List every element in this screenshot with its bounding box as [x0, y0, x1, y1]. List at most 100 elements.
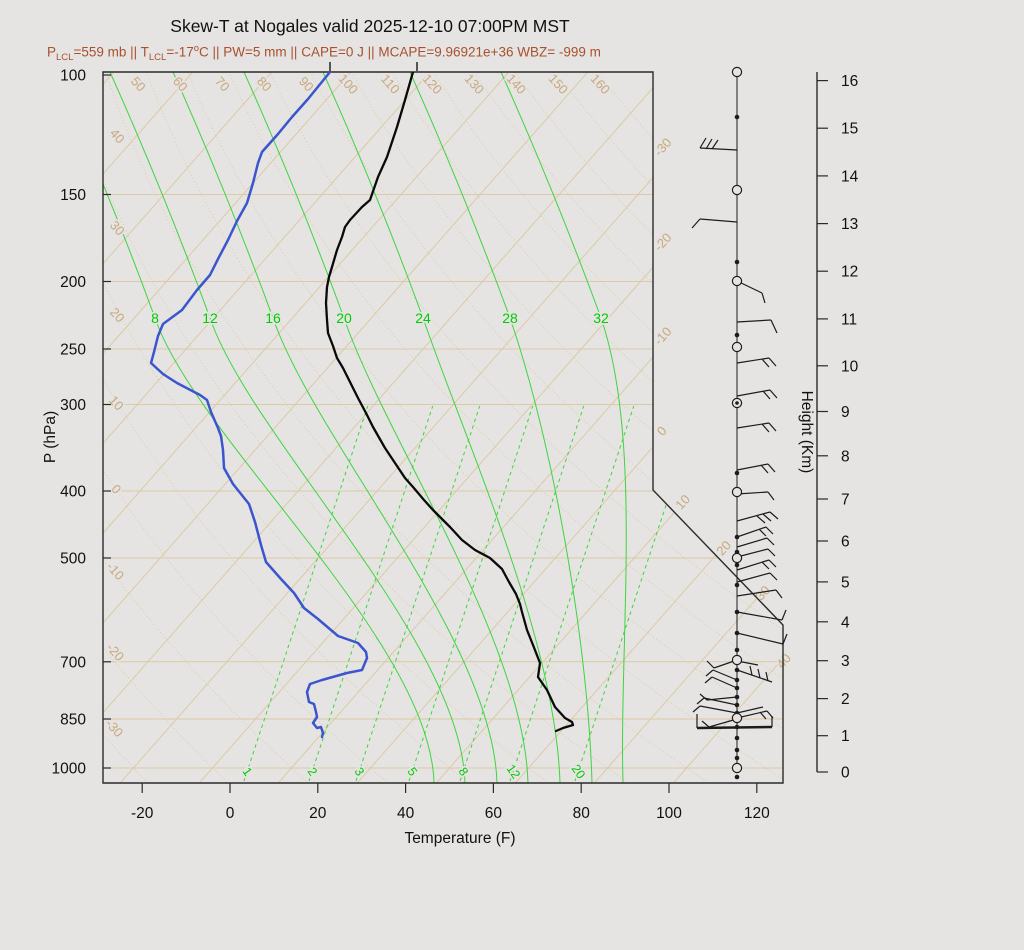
isotherm-label: 0 — [654, 423, 670, 438]
wind-barb — [760, 464, 769, 474]
isotherm-line — [103, 72, 199, 783]
mixing-ratio-label: 20 — [569, 762, 588, 781]
wind-barb — [757, 668, 761, 679]
moist-adiabat-label: 24 — [415, 310, 431, 326]
isotherm-line — [666, 72, 783, 783]
isotherm-line — [429, 72, 783, 783]
station-dot — [734, 582, 740, 588]
mixing-ratio-line — [509, 405, 635, 782]
wind-barb — [758, 528, 767, 537]
wind-barb — [706, 660, 715, 669]
isotherm-line — [103, 72, 594, 783]
wind-barb — [703, 697, 738, 706]
dry-adiabat-label: 50 — [128, 74, 149, 95]
station-dot — [734, 114, 740, 120]
wind-barb — [736, 389, 771, 397]
station-dot — [734, 332, 740, 338]
isotherm-label: -30 — [651, 135, 675, 159]
plot-border — [102, 71, 784, 784]
height-tick-label: 14 — [841, 168, 859, 185]
height-tick-label: 1 — [841, 728, 850, 745]
wind-barb — [769, 389, 778, 399]
wind-barb — [767, 463, 776, 473]
wind-barb — [736, 463, 769, 471]
station-circle — [731, 341, 743, 353]
temp-axis-title: Temperature (F) — [404, 830, 515, 847]
dry-adiabat-label: 20 — [107, 305, 128, 326]
isotherm-label: 10 — [672, 492, 693, 513]
station-dot — [734, 694, 740, 700]
wind-barb — [762, 513, 772, 522]
wind-barb — [768, 559, 777, 568]
station-dot — [734, 677, 740, 683]
pressure-tick-label: 300 — [60, 397, 86, 414]
isotherm-line — [103, 72, 120, 783]
station-dot — [734, 685, 740, 691]
wind-barb — [769, 511, 779, 520]
green-lines — [103, 72, 700, 783]
wind-barb — [708, 718, 738, 728]
dry-adiabat-label: 70 — [212, 74, 233, 95]
wind-barb — [768, 422, 777, 432]
wind-barb — [756, 515, 766, 524]
moist-adiabat-label: 28 — [502, 310, 518, 326]
wind-barb — [765, 526, 774, 535]
wind-barb — [761, 423, 770, 433]
station-dot — [734, 667, 740, 673]
wind-barb — [705, 669, 714, 677]
wind-barb — [767, 491, 775, 501]
dry-adiabat-label: 100 — [336, 71, 362, 97]
temp-tick-label: 120 — [744, 805, 770, 822]
isotherm-line — [103, 72, 436, 783]
wind-barb — [736, 548, 769, 558]
height-tick-label: 9 — [841, 404, 850, 421]
wind-barb — [736, 491, 769, 495]
chart-subtitle: PLCL=559 mb || TLCL=-17oC || PW=5 mm || … — [47, 43, 601, 64]
moist-adiabat-label: 20 — [336, 310, 352, 326]
dry-adiabat-label: 40 — [107, 126, 128, 147]
mixing-ratio-line — [574, 405, 700, 782]
dry-adiabat-label: 30 — [107, 218, 128, 239]
mixing-ratio-label: 5 — [405, 765, 420, 779]
station-circle — [731, 66, 743, 78]
wind-barb — [769, 572, 778, 581]
wind-barb — [770, 319, 778, 334]
height-tick-label: 11 — [841, 311, 857, 328]
moist-adiabat-line — [103, 72, 435, 783]
dry-adiabat-label: 120 — [420, 71, 446, 97]
pressure-tick-label: 200 — [60, 274, 86, 291]
mixing-ratio-line — [355, 405, 481, 782]
wind-barb — [736, 632, 784, 645]
moist-adiabat-line — [409, 72, 593, 783]
pressure-axis-title: P (hPa) — [42, 411, 59, 463]
wind-barb — [701, 720, 710, 728]
wind-barb — [711, 676, 738, 689]
wind-barb — [736, 526, 767, 538]
station-circle — [731, 654, 743, 666]
station-circle — [731, 486, 743, 498]
height-tick-label: 4 — [841, 614, 850, 631]
wind-barb — [704, 676, 713, 684]
dry-adiabat-label: 130 — [462, 71, 488, 97]
pressure-tick-label: 850 — [60, 712, 86, 729]
wind-barb — [736, 572, 771, 583]
pressure-tick-label: 1000 — [52, 761, 87, 778]
station-dot — [734, 647, 740, 653]
wind-barb — [761, 358, 770, 368]
moist-adiabat-line — [322, 72, 561, 783]
pressure-tick-label: 250 — [60, 342, 86, 359]
station-dot — [734, 702, 740, 708]
mixing-ratio-line — [243, 405, 369, 782]
curve-top-exit-ticks — [329, 62, 418, 71]
wind-barb — [712, 669, 738, 681]
wind-barb — [762, 390, 771, 400]
dry-adiabat-line — [103, 72, 469, 783]
temperature-curve — [324, 72, 575, 733]
height-tick-label: 0 — [841, 765, 850, 782]
isotherm-label: -10 — [651, 324, 675, 348]
dry-adiabat-line — [146, 72, 783, 783]
dry-adiabat-line — [103, 72, 149, 783]
station-dot — [734, 747, 740, 753]
moist-adiabat-label: 8 — [151, 310, 159, 326]
dry-adiabat-label: 160 — [588, 71, 614, 97]
